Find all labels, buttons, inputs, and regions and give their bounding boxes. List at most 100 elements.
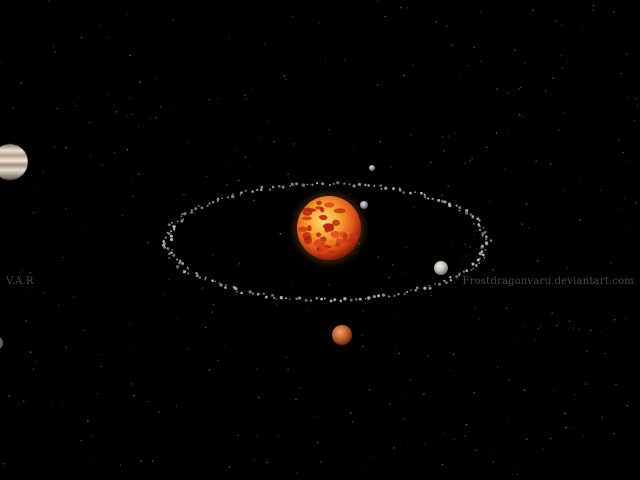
star (610, 262, 612, 264)
star (42, 171, 44, 173)
star (543, 448, 545, 450)
ring-particle (367, 184, 370, 187)
sunspot (316, 200, 322, 205)
ring-particle (182, 218, 185, 221)
star (532, 9, 534, 11)
star (527, 227, 530, 229)
sunspot (319, 215, 328, 221)
star (235, 150, 238, 152)
star (407, 442, 408, 443)
star (400, 6, 402, 9)
ring-particle (485, 235, 488, 239)
star (292, 284, 293, 285)
star (126, 148, 128, 151)
star (398, 314, 399, 315)
star (22, 400, 25, 402)
ring-particle (309, 299, 312, 302)
star (453, 439, 455, 441)
star (377, 256, 380, 258)
star (298, 387, 301, 389)
star (256, 435, 259, 437)
star (169, 106, 171, 108)
star (403, 74, 405, 77)
star (8, 395, 11, 397)
star (92, 274, 94, 276)
star (477, 344, 479, 346)
star (0, 351, 1, 353)
star (495, 132, 498, 134)
star (625, 404, 627, 406)
ring-particle (471, 262, 475, 266)
star (581, 25, 583, 27)
star (256, 368, 258, 370)
star (49, 194, 51, 196)
ring-particle (449, 275, 452, 279)
ring-particle (304, 298, 308, 302)
star (156, 314, 158, 315)
ring-particle (465, 208, 469, 213)
star (211, 311, 214, 313)
ring-particle (166, 231, 169, 234)
star (466, 255, 468, 257)
star (553, 389, 555, 391)
ring-particle (271, 185, 275, 189)
star (91, 434, 94, 437)
ring-particle (348, 183, 351, 186)
ring-particle (380, 187, 383, 190)
ring-particle (384, 186, 388, 190)
star (508, 132, 510, 134)
sunspot (302, 216, 312, 221)
star (423, 393, 425, 395)
star (508, 379, 510, 381)
ring-particle (484, 242, 489, 246)
asteroid-ring (162, 181, 493, 303)
star (567, 60, 569, 62)
ring-particle (484, 230, 487, 234)
star (293, 144, 295, 146)
star (121, 214, 124, 216)
star (435, 21, 438, 23)
sunspot (320, 207, 325, 213)
star (132, 178, 133, 180)
star (540, 325, 542, 327)
star (424, 292, 426, 293)
star (633, 119, 636, 122)
star (388, 276, 390, 279)
star (628, 160, 629, 162)
ring-particle (349, 298, 353, 302)
star (600, 189, 603, 192)
ring-particle (170, 230, 173, 233)
ring-particle (427, 197, 430, 200)
star (523, 325, 525, 327)
star (468, 65, 470, 67)
star (624, 318, 626, 320)
star (253, 199, 255, 202)
sunspot (306, 208, 317, 212)
ring-particle (434, 282, 437, 285)
star (131, 113, 134, 116)
star (349, 412, 352, 414)
ring-particle (195, 272, 198, 275)
sunspot (298, 226, 308, 233)
ring-particle (431, 197, 434, 201)
star (80, 439, 83, 442)
ring-particle (204, 276, 208, 279)
star (226, 164, 228, 166)
star (604, 352, 606, 355)
star (77, 96, 79, 98)
ring-particle (443, 279, 446, 283)
star (486, 131, 488, 133)
star (107, 95, 109, 97)
star (266, 461, 268, 464)
star (138, 81, 141, 83)
star (618, 138, 620, 141)
ring-particle (414, 289, 417, 292)
star (625, 53, 628, 55)
star (202, 138, 204, 140)
star (114, 104, 116, 106)
ring-particle (171, 248, 174, 251)
star (34, 361, 37, 363)
star (392, 263, 394, 266)
star (293, 184, 295, 186)
star (2, 462, 5, 465)
